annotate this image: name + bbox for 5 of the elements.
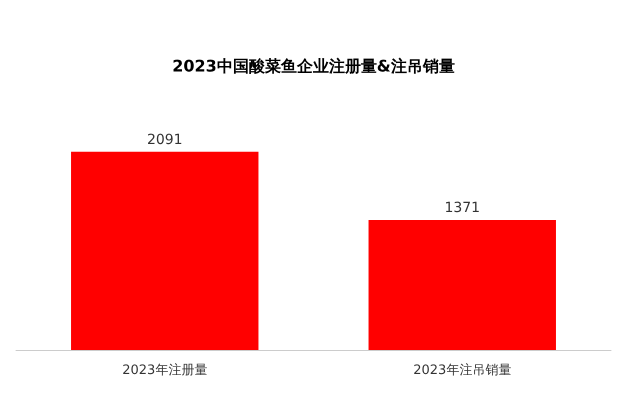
x-tick-label: 2023年注册量 [122,363,208,378]
data-label: 1371 [444,200,480,216]
data-label: 2091 [146,132,183,148]
chart-title: 2023中国酸菜鱼企业注册量&注吊销量 [172,56,455,76]
x-tick-label: 2023年注吊销量 [413,363,512,378]
